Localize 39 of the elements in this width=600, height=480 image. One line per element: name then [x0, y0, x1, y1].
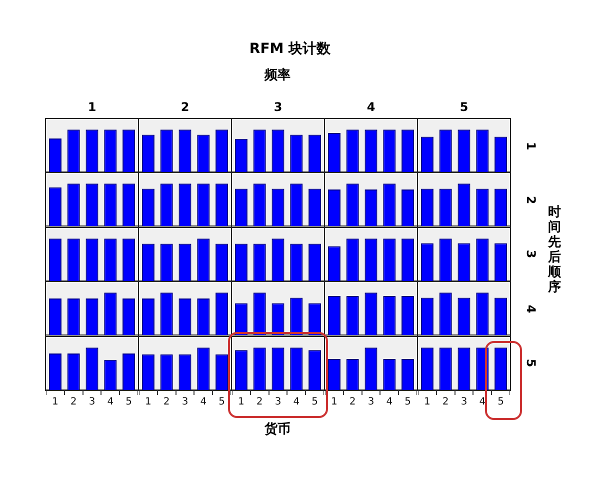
x-tick-label: 5	[498, 396, 504, 408]
x-tick-label: 2	[163, 396, 170, 408]
x-tick-label: 3	[274, 396, 282, 408]
x-tick-label: 1	[424, 396, 430, 408]
y2-axis-title: 4	[524, 304, 538, 314]
x-tick-label: 2	[349, 396, 356, 408]
text: RFM 块计数	[248, 40, 332, 58]
x-tick-label: 5	[404, 396, 411, 408]
x-tick-label: 3	[88, 396, 96, 408]
chart-title: 4	[366, 100, 376, 114]
text: 频率	[263, 66, 292, 84]
x-tick-label: 5	[312, 396, 318, 408]
x-tick-label: 4	[386, 396, 393, 408]
text: 货币	[264, 420, 292, 438]
x-tick-label: 3	[182, 396, 188, 408]
x-tick-label: 3	[368, 396, 374, 408]
y2-axis-title: 3	[524, 250, 538, 259]
chart-title: 3	[272, 100, 284, 114]
x-tick-label: 2	[70, 396, 77, 408]
x-tick-label: 4	[200, 396, 207, 408]
x-tick-label: 1	[238, 396, 244, 408]
chart-title: 5	[458, 100, 470, 114]
x-tick-label: 2	[442, 396, 449, 408]
y2-axis-title: 2	[524, 196, 538, 204]
x-tick-label: 5	[126, 396, 132, 408]
x-tick-label: 4	[293, 396, 300, 408]
y2-axis-title: 5	[524, 359, 538, 368]
x-tick-label: 4	[107, 396, 114, 408]
x-tick-label: 1	[331, 396, 338, 408]
x-tick-label: 1	[145, 396, 152, 408]
text: 时间先后顺序	[548, 205, 561, 295]
x-tick-label: 2	[256, 396, 263, 408]
chart-title: 2	[180, 100, 190, 114]
x-tick-label: 4	[479, 396, 486, 408]
x-tick-label: 5	[218, 396, 225, 408]
x-tick-label: 1	[52, 396, 58, 408]
chart-title: 1	[86, 100, 98, 114]
y2-axis-title: 1	[524, 142, 538, 150]
x-tick-label: 3	[460, 396, 468, 408]
